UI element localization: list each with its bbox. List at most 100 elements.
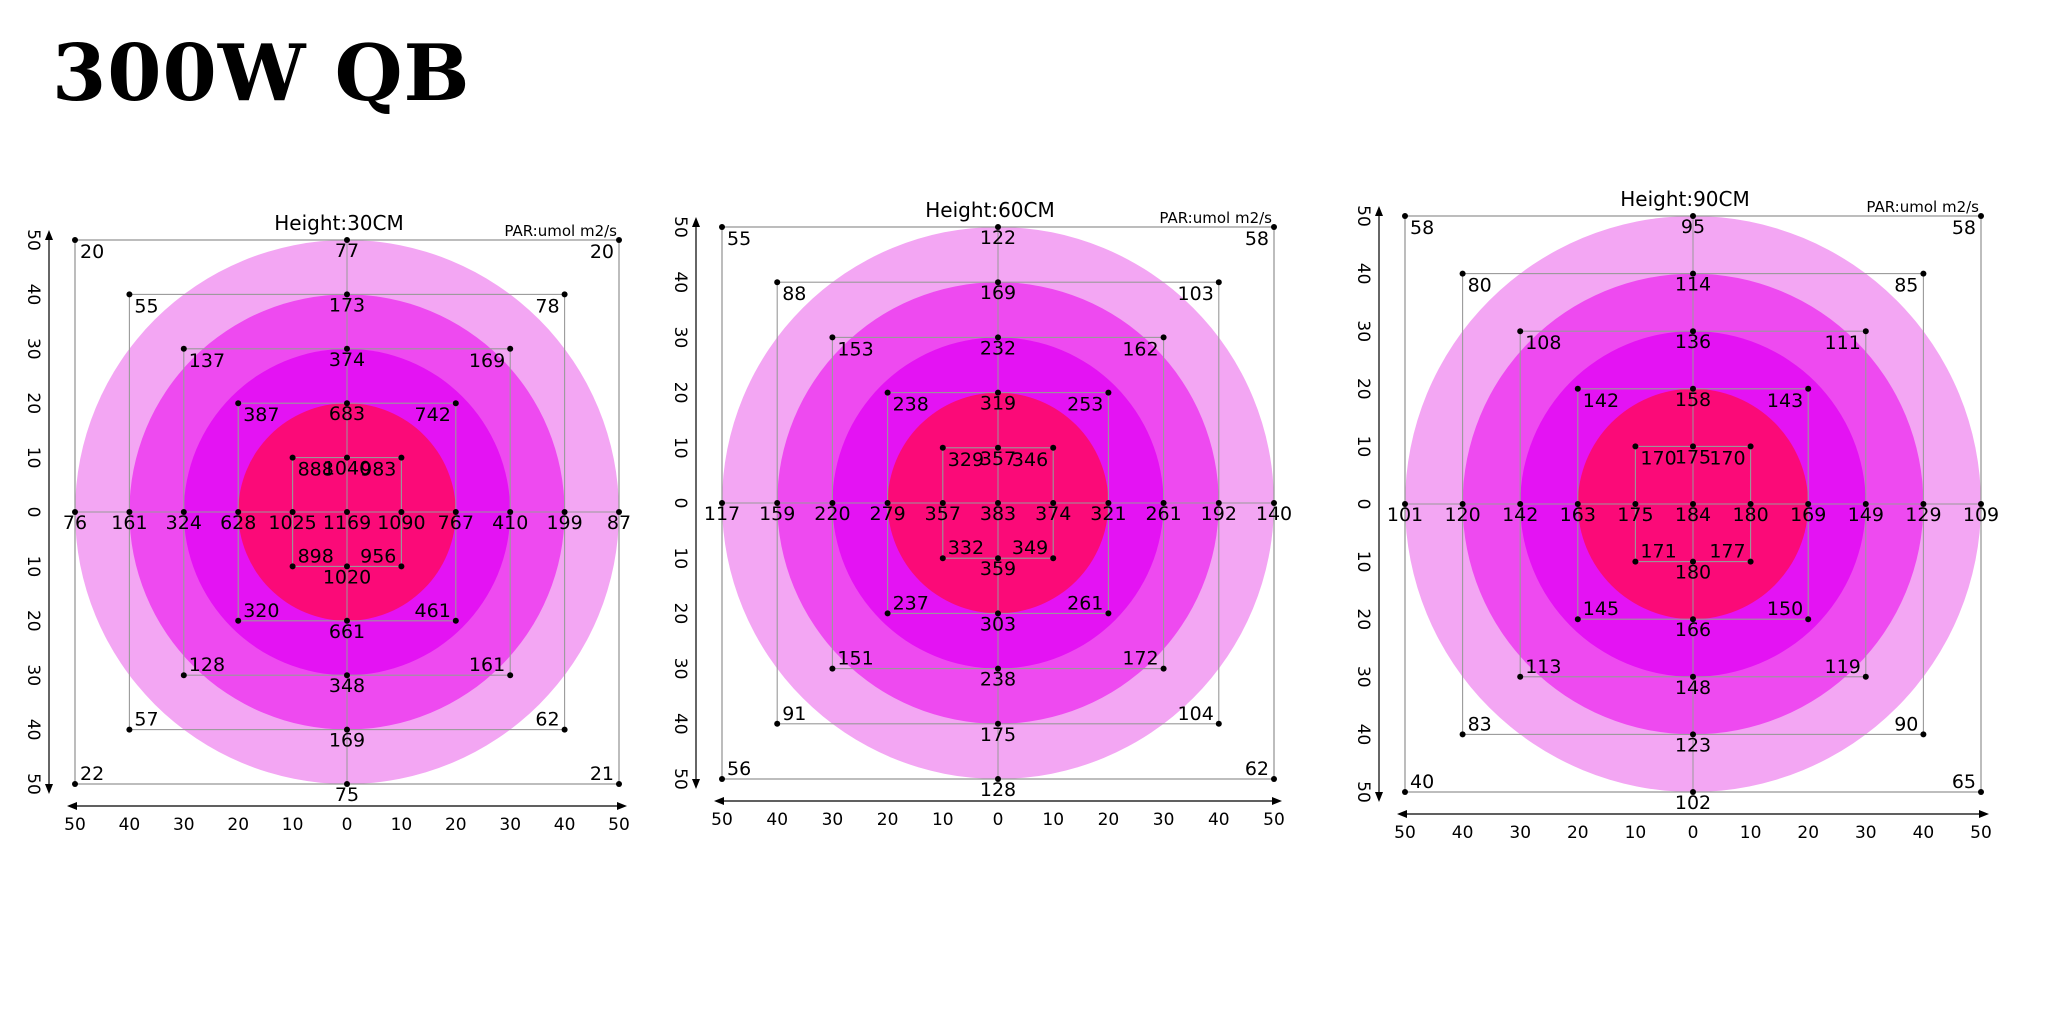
measurement-point [995,720,1001,727]
measurement-point [344,672,350,679]
measurement-point [1215,720,1222,727]
measurement-point [344,509,350,515]
measurement-point [1050,500,1057,506]
y-tick-label: 30 [670,658,690,680]
x-tick-label: 20 [1797,823,1819,843]
measurement-point [1215,279,1222,286]
measurement-point [1805,616,1812,623]
x-tick-label: 20 [1098,810,1120,830]
measurement-point [507,345,514,352]
x-tick-label: 50 [711,810,733,830]
par-value-label: 461 [415,600,451,622]
measurement-point [1050,555,1057,562]
measurement-point [1978,501,1984,507]
y-tick-label: 10 [1353,551,1373,573]
y-tick-label: 20 [670,382,690,404]
par-value-label: 175 [1617,504,1653,526]
measurement-point [1271,224,1277,230]
measurement-point [1805,501,1812,507]
measurement-point [1160,665,1167,672]
measurement-point [1862,501,1869,507]
x-axis-arrow-left [714,797,724,805]
par-value-label: 87 [607,512,631,534]
measurement-point [1690,443,1696,450]
measurement-point [1402,213,1408,219]
measurement-point [1690,270,1696,277]
measurement-point [884,500,891,506]
y-tick-label: 50 [1353,781,1373,803]
x-tick-label: 50 [64,815,86,835]
par-value-label: 357 [925,503,961,525]
x-tick-label: 30 [173,815,195,835]
par-value-label: 128 [980,779,1016,801]
par-value-label: 20 [590,241,614,263]
measurement-point [1747,558,1754,565]
measurement-point [995,444,1001,451]
x-tick-label: 20 [227,815,249,835]
par-value-label: 58 [1410,217,1434,239]
x-tick-label: 50 [1394,823,1416,843]
y-tick-label: 20 [670,603,690,625]
measurement-point [616,237,622,243]
par-value-label: 199 [546,512,582,534]
measurement-point [344,617,350,624]
measurement-point [1160,334,1167,341]
par-value-label: 1025 [268,512,316,534]
measurement-point [995,334,1001,341]
y-axis-arrow-top [692,217,700,227]
y-axis-arrow-bottom [45,784,53,794]
par-value-label: 683 [329,403,365,425]
measurement-point [1402,501,1408,507]
y-tick-label: 50 [23,229,43,251]
par-value-label: 76 [63,512,87,534]
measurement-point [72,509,78,515]
measurement-point [289,454,296,461]
par-value-label: 85 [1894,275,1918,297]
par-value-label: 109 [1963,504,1999,526]
x-tick-label: 10 [1625,823,1647,843]
x-axis-arrow-right [1979,810,1989,818]
par-value-label: 359 [980,558,1016,580]
par-value-label: 374 [1035,503,1071,525]
x-tick-label: 30 [1855,823,1877,843]
y-tick-label: 10 [23,447,43,469]
par-value-label: 55 [134,295,158,317]
par-value-label: 177 [1709,541,1745,563]
x-tick-label: 40 [766,810,788,830]
measurement-point [344,454,350,461]
par-value-label: 173 [329,294,365,316]
x-tick-label: 30 [1153,810,1175,830]
par-value-label: 983 [360,459,396,481]
par-value-label: 180 [1675,562,1711,584]
y-tick-label: 10 [670,547,690,569]
measurement-point [561,509,568,515]
measurement-point [126,291,133,298]
measurement-point [1747,443,1754,450]
par-value-label: 175 [980,724,1016,746]
measurement-point [1690,789,1696,795]
par-value-label: 80 [1468,275,1492,297]
par-value-label: 192 [1201,503,1237,525]
measurement-point [452,509,459,515]
measurement-point [72,237,78,243]
y-tick-label: 0 [670,498,690,509]
par-value-label: 162 [1122,338,1158,360]
measurement-point [1747,501,1754,507]
y-tick-label: 40 [670,713,690,735]
measurement-point [344,726,350,733]
x-tick-label: 0 [1688,823,1699,843]
par-value-label: 65 [1952,771,1976,793]
measurement-point [1160,500,1167,506]
par-value-label: 40 [1410,771,1434,793]
x-tick-label: 40 [1913,823,1935,843]
y-tick-label: 0 [1353,499,1373,510]
par-value-label: 113 [1525,656,1561,678]
x-tick-label: 30 [822,810,844,830]
par-value-label: 279 [869,503,905,525]
measurement-point [452,400,459,407]
par-value-label: 142 [1502,504,1538,526]
par-value-label: 62 [535,709,559,731]
measurement-point [829,334,836,341]
